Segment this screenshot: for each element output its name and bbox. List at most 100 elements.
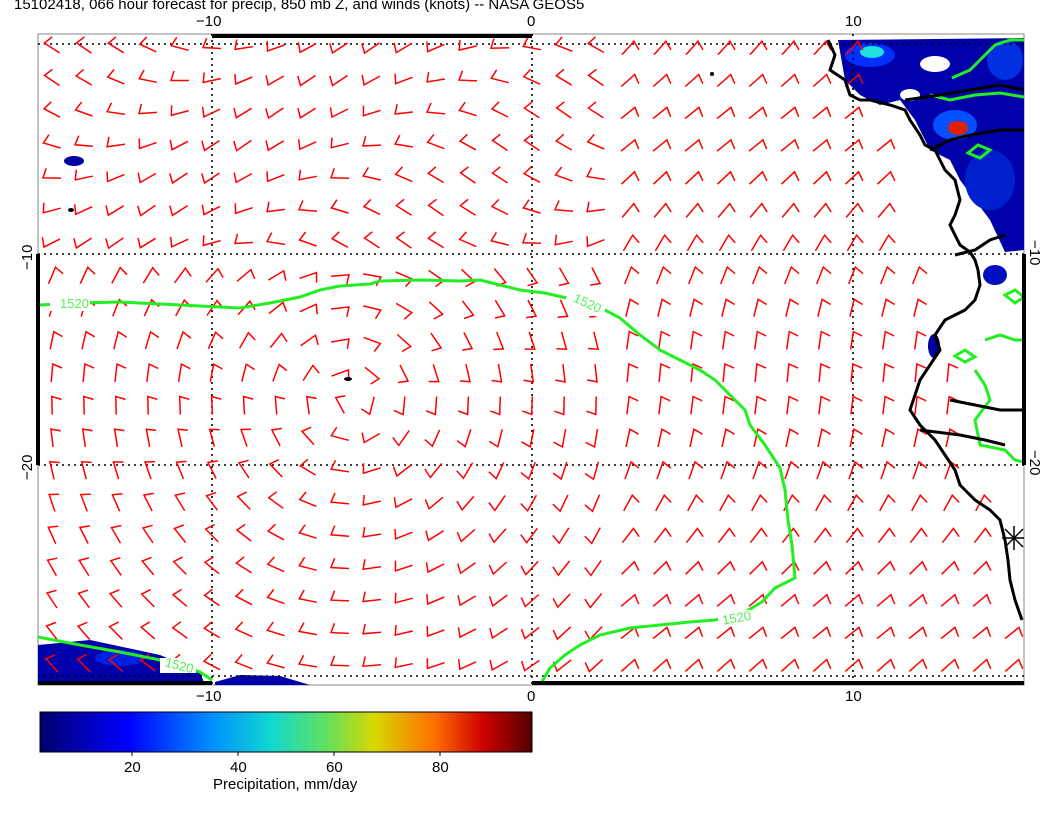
wind-barb — [235, 523, 252, 542]
wind-barb — [657, 298, 671, 317]
wind-barb — [330, 199, 349, 214]
wind-barb — [169, 204, 189, 217]
wind-barb — [522, 166, 541, 183]
wind-barb — [653, 527, 672, 544]
wind-barb — [621, 527, 640, 544]
country-border-3 — [949, 398, 1024, 412]
wind-barb — [205, 491, 218, 511]
wind-barb — [241, 363, 256, 382]
wind-barb — [754, 395, 767, 415]
wind-barb — [523, 363, 535, 383]
wind-barb — [274, 395, 286, 415]
colorbar-label: Precipitation, mm/day — [213, 776, 358, 793]
wind-barb — [786, 395, 799, 415]
wind-barb — [394, 625, 413, 636]
wind-barb — [73, 204, 93, 216]
wind-barb — [169, 172, 188, 185]
wind-barb — [329, 655, 350, 667]
axis-labels: −10 0 10 −10 0 10 −10 −20 −10 −20 — [19, 13, 1043, 705]
wind-barb — [718, 234, 736, 252]
wind-barb — [203, 621, 221, 639]
wind-barb — [169, 139, 189, 151]
wind-barb — [814, 234, 832, 252]
wind-barb — [973, 560, 992, 575]
wind-barb — [426, 71, 446, 83]
wind-barb — [876, 138, 896, 152]
wind-barb — [461, 300, 475, 320]
wind-barb — [145, 428, 157, 447]
wind-barb — [113, 330, 128, 350]
wind-barb — [586, 236, 605, 248]
wind-barb — [520, 461, 536, 481]
wind-barb — [520, 560, 539, 576]
wind-barb — [849, 330, 863, 350]
wind-barb — [721, 428, 735, 447]
wind-barb — [812, 626, 832, 640]
wind-barb — [81, 330, 95, 350]
wind-barb — [881, 330, 895, 350]
wind-barb — [850, 395, 863, 415]
wind-barb — [520, 494, 538, 513]
wind-barb — [785, 330, 799, 350]
wind-barb — [685, 40, 704, 56]
wind-barb — [621, 560, 640, 575]
wind-barb — [488, 462, 505, 480]
wind-barb — [785, 428, 799, 447]
right-tick-label: −10 — [1026, 240, 1043, 265]
wind-barb — [234, 588, 253, 606]
wind-barb — [554, 36, 573, 52]
wind-barb — [43, 36, 61, 54]
contour-label: 1520 — [721, 608, 752, 628]
wind-barb — [394, 592, 413, 604]
wind-barb — [785, 298, 799, 317]
wind-barb — [48, 493, 60, 512]
wind-barb — [169, 70, 189, 82]
wind-barb — [879, 493, 896, 512]
wind-barb — [78, 525, 90, 544]
wind-barb — [107, 36, 125, 54]
wind-barb — [940, 626, 960, 640]
wind-barb — [330, 426, 349, 442]
wind-barb — [972, 593, 992, 607]
wind-barb — [716, 106, 736, 120]
wind-barb — [717, 560, 736, 575]
wind-barb — [844, 73, 864, 88]
wind-barb — [489, 659, 509, 672]
wind-barb — [687, 493, 704, 512]
contour-label: 1520 — [163, 654, 195, 676]
wind-barb — [684, 138, 704, 152]
wind-barb — [722, 395, 735, 415]
wind-barb — [298, 556, 317, 571]
wind-barb — [393, 396, 406, 416]
wind-barb — [624, 265, 640, 285]
wind-barb — [780, 658, 800, 672]
wind-barb — [106, 171, 125, 183]
wind-barb — [488, 495, 506, 512]
wind-barb — [850, 362, 863, 383]
wind-barb — [202, 653, 221, 671]
wind-barb — [818, 395, 831, 415]
wind-barb — [652, 658, 672, 672]
wind-barb — [266, 556, 285, 573]
wind-barb — [137, 204, 156, 217]
wind-barb — [395, 231, 412, 249]
wind-barb — [913, 298, 927, 317]
wind-barb — [911, 493, 928, 512]
wind-barb — [364, 366, 381, 385]
wind-barb — [909, 527, 928, 544]
bottom-tick-label: 10 — [845, 688, 862, 705]
wind-barb — [42, 202, 61, 214]
wind-barb — [299, 458, 317, 476]
wind-barb — [624, 460, 640, 480]
wind-barb — [912, 265, 928, 285]
wind-barb — [781, 527, 800, 544]
wind-barb — [234, 73, 253, 86]
wind-barb — [490, 396, 502, 416]
wind-barb — [394, 104, 413, 115]
wind-barb — [817, 330, 831, 350]
wind-barb — [201, 106, 221, 119]
wind-barb — [523, 133, 540, 152]
wind-barb — [626, 395, 639, 415]
wind-barb — [298, 231, 317, 247]
